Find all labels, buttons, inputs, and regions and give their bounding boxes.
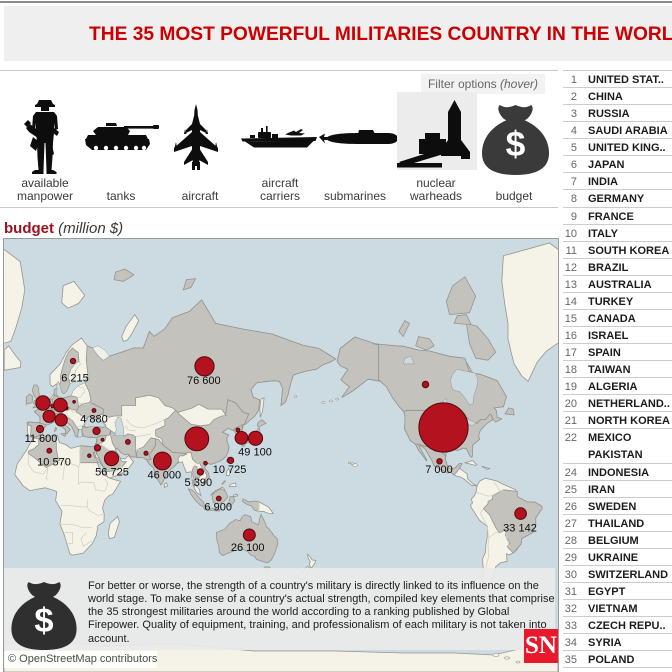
svg-text:49 100: 49 100 <box>238 447 272 459</box>
svg-text:11 600: 11 600 <box>25 433 58 445</box>
svg-text:6 900: 6 900 <box>204 502 232 514</box>
svg-text:33 142: 33 142 <box>503 523 537 535</box>
svg-text:6 215: 6 215 <box>61 373 89 385</box>
svg-text:10 570: 10 570 <box>37 456 71 468</box>
svg-text:$: $ <box>506 124 526 164</box>
svg-text:7 000: 7 000 <box>425 464 453 476</box>
svg-text:76 600: 76 600 <box>187 375 221 387</box>
svg-text:46 000: 46 000 <box>147 470 181 482</box>
svg-text:10 725: 10 725 <box>213 464 247 476</box>
svg-text:56 725: 56 725 <box>95 466 129 478</box>
svg-text:26 100: 26 100 <box>231 542 265 554</box>
svg-text:$: $ <box>34 602 53 640</box>
svg-text:5 390: 5 390 <box>185 477 213 489</box>
svg-text:4 880: 4 880 <box>80 414 108 426</box>
